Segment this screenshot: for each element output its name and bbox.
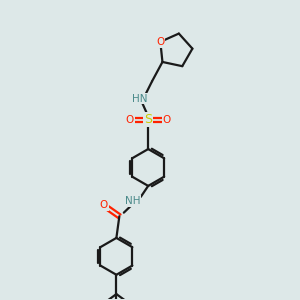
Text: O: O: [163, 115, 171, 125]
Text: O: O: [156, 37, 164, 47]
Text: O: O: [126, 115, 134, 125]
Text: HN: HN: [131, 94, 147, 103]
Text: S: S: [144, 113, 152, 126]
Text: NH: NH: [125, 196, 140, 206]
Text: O: O: [100, 200, 108, 210]
